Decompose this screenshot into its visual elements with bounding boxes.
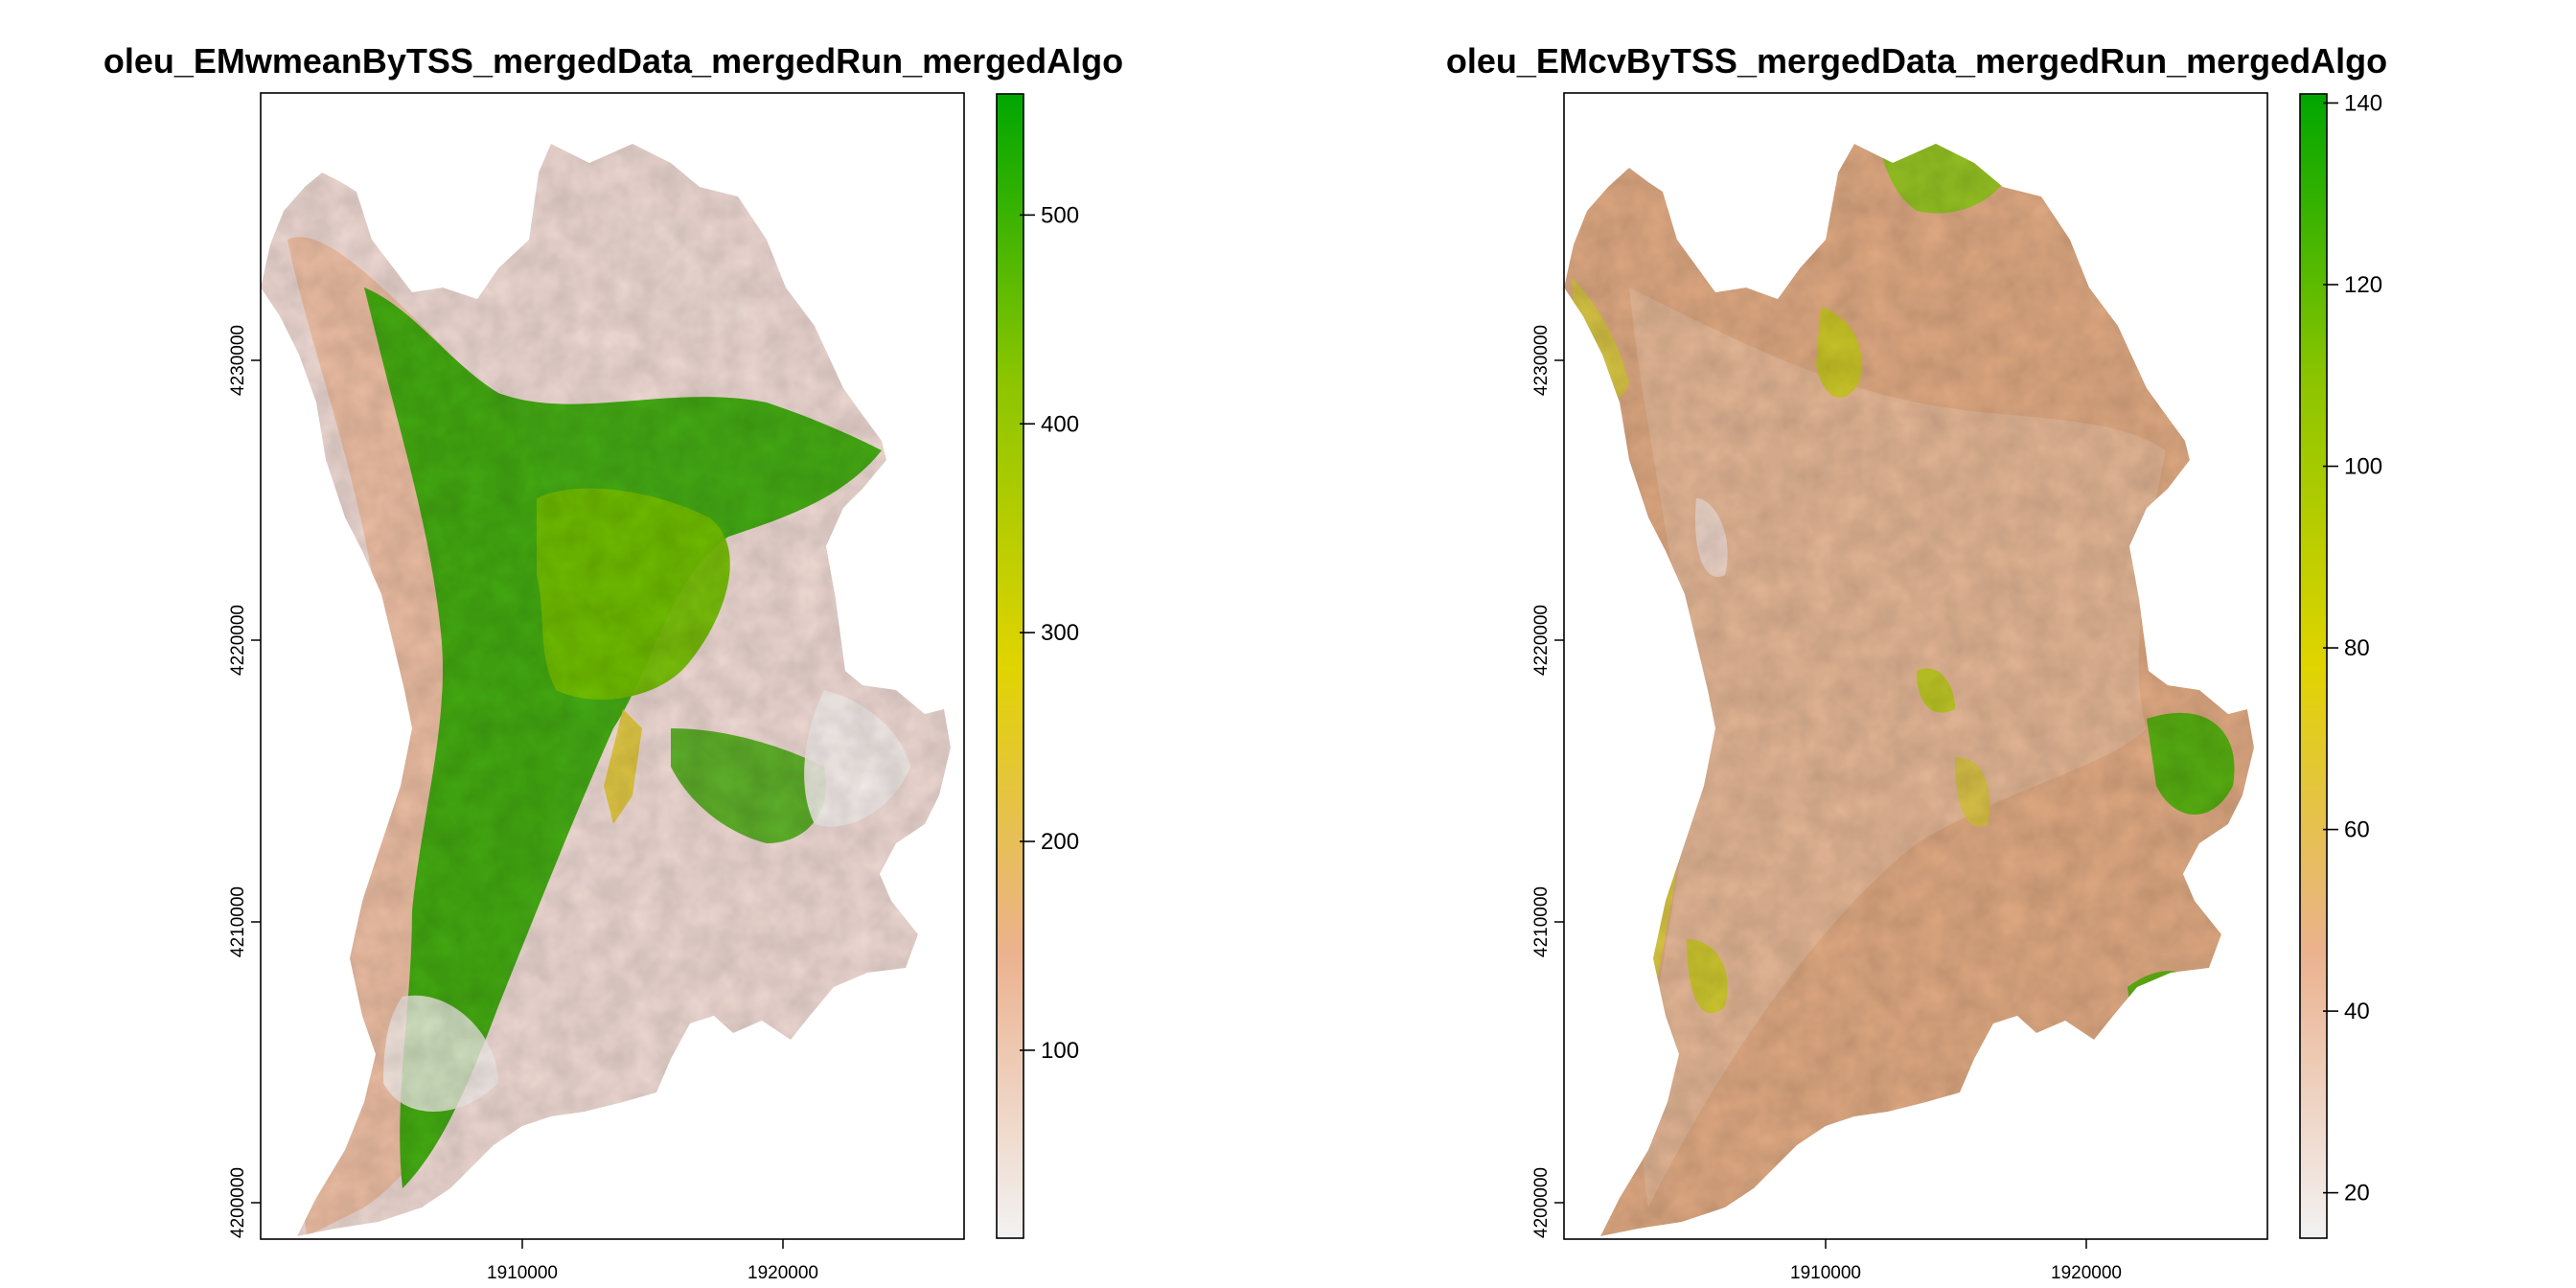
colorbar-tick-label: 60 — [2344, 817, 2370, 843]
colorbar-tick-label: 200 — [1041, 829, 1079, 855]
map-title-wmean: oleu_EMwmeanByTSS_mergedData_mergedRun_m… — [104, 41, 1123, 80]
colorbar-wmean: 100 200 300 400 500 — [996, 93, 1079, 1239]
map-panel-cv: oleu_EMcvByTSS_mergedData_mergedRun_merg… — [1446, 41, 2387, 1283]
y-tick-label: 4200000 — [1531, 1167, 1552, 1238]
colorbar-tick-label: 120 — [2344, 272, 2382, 298]
map-panel-wmean: oleu_EMwmeanByTSS_mergedData_mergedRun_m… — [104, 41, 1123, 1283]
y-tick-label: 4220000 — [1531, 605, 1552, 676]
colorbar-tick-label: 300 — [1041, 620, 1079, 646]
y-tick-label: 4230000 — [228, 325, 248, 396]
x-axis-cv: 1910000 1920000 — [1790, 1239, 2122, 1283]
colorbar-tick-label: 40 — [2344, 999, 2370, 1024]
colorbar-gradient — [997, 94, 1024, 1238]
x-tick-label: 1910000 — [1790, 1263, 1861, 1283]
x-axis-wmean: 1910000 1920000 — [487, 1239, 818, 1283]
x-tick-label: 1920000 — [748, 1263, 818, 1283]
y-axis-cv: 4200000 4210000 4220000 4230000 — [1531, 325, 1564, 1238]
colorbar-tick-label: 500 — [1041, 202, 1079, 228]
x-tick-label: 1910000 — [487, 1263, 558, 1283]
colorbar-gradient — [2300, 94, 2327, 1238]
y-tick-label: 4230000 — [1531, 325, 1552, 396]
colorbar-tick-label: 100 — [2344, 454, 2382, 480]
colorbar-tick-label: 20 — [2344, 1181, 2370, 1207]
plot-frame-wmean — [260, 92, 965, 1240]
colorbar-tick-label: 100 — [1041, 1038, 1079, 1064]
colorbar-tick-label: 80 — [2344, 635, 2370, 661]
y-tick-label: 4220000 — [228, 605, 248, 676]
colorbar-tick-label: 140 — [2344, 90, 2382, 116]
y-tick-label: 4200000 — [228, 1167, 248, 1238]
plot-frame-cv — [1563, 92, 2268, 1240]
map-title-cv: oleu_EMcvByTSS_mergedData_mergedRun_merg… — [1446, 41, 2387, 80]
y-tick-label: 4210000 — [1531, 886, 1552, 957]
x-tick-label: 1920000 — [2051, 1263, 2122, 1283]
raster-cv — [1564, 144, 2254, 1236]
colorbar-cv: 20 40 60 80 100 120 140 — [2299, 90, 2382, 1239]
raster-wmean — [261, 144, 951, 1236]
y-tick-label: 4210000 — [228, 886, 248, 957]
colorbar-tick-label: 400 — [1041, 411, 1079, 437]
colorbar-frame — [2299, 93, 2328, 1239]
y-axis-wmean: 4200000 4210000 4220000 4230000 — [228, 325, 261, 1238]
colorbar-frame — [996, 93, 1024, 1239]
